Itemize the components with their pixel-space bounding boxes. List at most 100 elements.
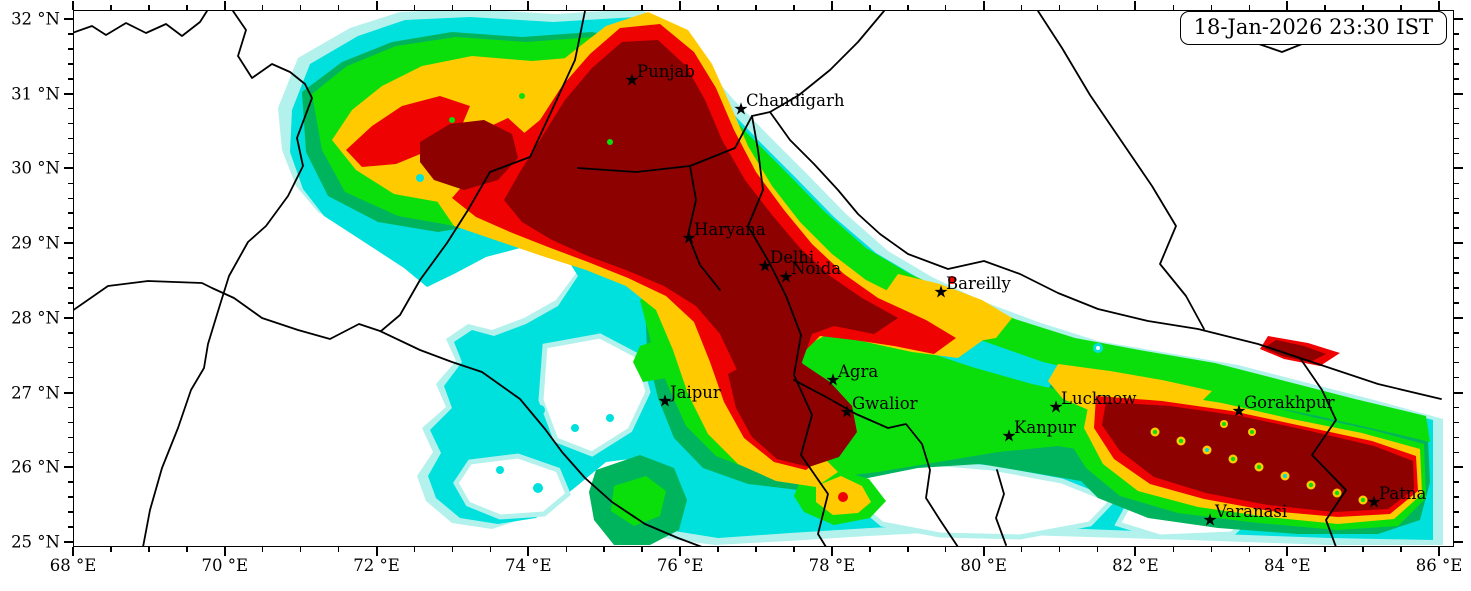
x-minor-tick-top — [717, 5, 719, 10]
x-minor-tick-top — [1324, 5, 1326, 10]
y-minor-tick-right — [1454, 481, 1459, 483]
city-label: Noida — [791, 259, 842, 278]
y-major-tick-right — [1454, 466, 1463, 469]
y-minor-tick — [68, 496, 73, 498]
x-minor-tick — [299, 547, 302, 552]
y-minor-tick — [68, 511, 73, 513]
city-label: Punjab — [637, 62, 695, 81]
speckles-layer — [416, 93, 1368, 505]
city-label: Jaipur — [670, 383, 721, 402]
x-tick-label: 82 °E — [1112, 556, 1159, 575]
x-tick-label: 80 °E — [960, 556, 1007, 575]
y-minor-tick-right — [1454, 436, 1459, 439]
y-minor-tick — [68, 212, 73, 214]
x-minor-tick-top — [1400, 5, 1402, 10]
y-tick-label: 30 °N — [11, 158, 60, 178]
star-icon: ★ — [1231, 401, 1247, 422]
y-minor-tick — [68, 332, 73, 334]
x-minor-tick — [1020, 547, 1023, 552]
x-tick-label: 86 °E — [1415, 556, 1463, 575]
boundary-lines — [73, 10, 1442, 547]
x-minor-tick-top — [1362, 5, 1364, 10]
x-minor-tick — [944, 547, 947, 552]
x-minor-tick — [489, 547, 492, 552]
star-icon: ★ — [681, 228, 697, 249]
y-minor-tick — [68, 526, 73, 528]
y-tick-label: 26 °N — [11, 457, 60, 477]
y-minor-tick-right — [1454, 287, 1459, 289]
y-minor-tick — [68, 122, 73, 125]
y-minor-tick — [68, 451, 73, 454]
y-minor-tick-right — [1454, 122, 1459, 125]
x-minor-tick — [413, 547, 416, 552]
x-major-tick — [375, 547, 378, 556]
star-icon: ★ — [839, 402, 855, 423]
y-minor-tick-right — [1454, 272, 1459, 274]
y-minor-tick-right — [1454, 332, 1459, 334]
x-major-tick-top — [830, 1, 833, 10]
x-minor-tick — [717, 547, 719, 552]
y-minor-tick-right — [1454, 451, 1459, 454]
y-minor-tick-right — [1454, 421, 1459, 424]
x-major-tick — [1438, 547, 1441, 556]
x-minor-tick — [1324, 547, 1326, 552]
x-minor-tick — [793, 547, 795, 552]
x-minor-tick — [755, 547, 757, 552]
x-tick-label: 84 °E — [1263, 556, 1311, 575]
x-major-tick — [1134, 547, 1137, 556]
x-minor-tick — [186, 547, 188, 552]
x-minor-tick — [1096, 547, 1099, 552]
y-minor-tick — [68, 287, 73, 289]
x-minor-tick-top — [451, 5, 454, 10]
y-minor-tick-right — [1454, 152, 1459, 155]
y-major-tick — [64, 167, 73, 170]
y-major-tick — [64, 18, 73, 20]
x-minor-tick — [451, 547, 454, 552]
y-minor-tick — [68, 107, 73, 110]
y-tick-label: 25 °N — [11, 532, 60, 552]
x-major-tick — [830, 547, 833, 556]
y-tick-label: 32 °N — [11, 9, 60, 29]
x-minor-tick-top — [869, 5, 871, 10]
y-minor-tick-right — [1454, 376, 1459, 379]
x-major-tick-top — [1134, 1, 1137, 10]
y-minor-tick-right — [1454, 63, 1459, 65]
x-major-tick — [527, 547, 530, 556]
y-minor-tick-right — [1454, 48, 1459, 50]
x-minor-tick-top — [337, 5, 340, 10]
y-minor-tick-right — [1454, 511, 1459, 513]
x-minor-tick-top — [148, 5, 150, 10]
y-minor-tick — [68, 257, 73, 259]
x-major-tick-top — [375, 1, 378, 10]
x-minor-tick-top — [793, 5, 795, 10]
y-minor-tick-right — [1454, 496, 1459, 498]
city-label: Varanasi — [1215, 502, 1288, 521]
x-minor-tick-top — [907, 5, 909, 10]
y-major-tick — [64, 242, 73, 245]
x-minor-tick-top — [944, 5, 947, 10]
x-minor-tick-top — [299, 5, 302, 10]
x-tick-label: 76 °E — [656, 556, 704, 575]
y-tick-label: 31 °N — [11, 84, 60, 104]
x-minor-tick — [1248, 547, 1251, 552]
star-icon: ★ — [1048, 397, 1064, 418]
y-tick-label: 28 °N — [11, 308, 60, 328]
y-minor-tick — [68, 346, 73, 349]
y-minor-tick-right — [1454, 33, 1459, 35]
x-minor-tick-top — [641, 5, 643, 10]
y-minor-tick — [68, 152, 73, 155]
y-minor-tick — [68, 272, 73, 274]
x-minor-tick — [337, 547, 340, 552]
x-minor-tick-top — [755, 5, 757, 10]
x-minor-tick-top — [1172, 5, 1175, 10]
x-major-tick — [72, 547, 74, 556]
y-major-tick-right — [1454, 242, 1463, 245]
x-major-tick — [982, 547, 985, 556]
x-major-tick-top — [223, 1, 226, 10]
y-minor-tick-right — [1454, 107, 1459, 110]
y-minor-tick-right — [1454, 227, 1459, 229]
star-icon: ★ — [1366, 492, 1382, 513]
